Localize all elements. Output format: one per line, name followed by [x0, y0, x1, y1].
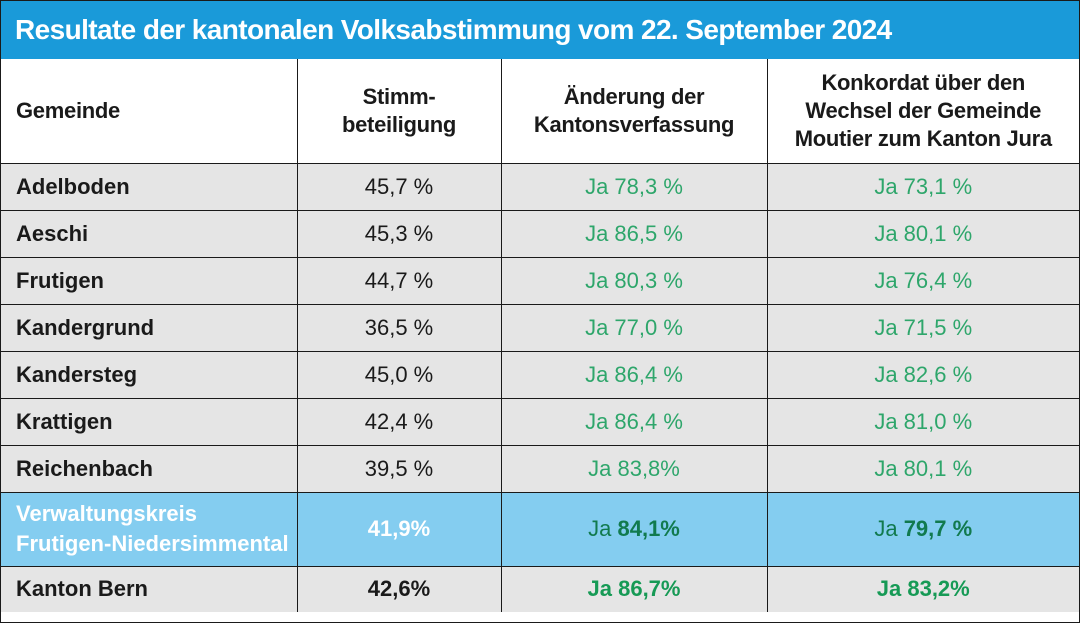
results-table: Gemeinde Stimm- beteiligung Änderung der…: [1, 59, 1079, 612]
header-proposal1-line: Änderung der: [563, 83, 705, 109]
table-row: Adelboden 45,7 % Ja 78,3 % Ja 73,1 %: [1, 163, 1079, 211]
gemeinde-cell: Frutigen: [1, 257, 298, 305]
header-proposal1-line: Kantonsverfassung: [533, 111, 735, 137]
region-proposal1-value: 84,1%: [617, 516, 680, 541]
table-title: Resultate der kantonalen Volksabstimmung…: [1, 1, 1079, 59]
proposal1-cell: Ja 77,0 %: [501, 304, 768, 352]
gemeinde-cell: Kandersteg: [1, 351, 298, 399]
turnout-cell: 44,7 %: [297, 257, 502, 305]
proposal2-cell: Ja 80,1 %: [767, 445, 1079, 493]
region-row: Verwaltungskreis Frutigen-Niedersimmenta…: [1, 492, 1079, 567]
gemeinde-cell: Kandergrund: [1, 304, 298, 352]
total-name-cell: Kanton Bern: [1, 566, 298, 612]
proposal1-cell: Ja 83,8%: [501, 445, 768, 493]
header-turnout: Stimm- beteiligung: [297, 59, 502, 164]
region-name-cell: Verwaltungskreis Frutigen-Niedersimmenta…: [1, 492, 298, 567]
proposal2-cell: Ja 73,1 %: [767, 163, 1079, 211]
header-proposal2-line: Wechsel der Gemeinde: [805, 97, 1042, 123]
region-turnout-cell: 41,9%: [297, 492, 502, 567]
proposal2-cell: Ja 76,4 %: [767, 257, 1079, 305]
region-proposal2-value: 79,7 %: [903, 516, 973, 541]
region-proposal1-prefix: Ja: [588, 516, 612, 541]
region-proposal2-prefix: Ja: [874, 516, 898, 541]
total-row: Kanton Bern 42,6% Ja 86,7% Ja 83,2%: [1, 566, 1079, 612]
header-turnout-line: beteiligung: [341, 111, 457, 137]
region-name-line: Frutigen-Niedersimmental: [16, 531, 289, 556]
turnout-cell: 45,0 %: [297, 351, 502, 399]
proposal2-cell: Ja 71,5 %: [767, 304, 1079, 352]
proposal2-cell: Ja 80,1 %: [767, 210, 1079, 258]
table-row: Aeschi 45,3 % Ja 86,5 % Ja 80,1 %: [1, 210, 1079, 258]
total-proposal2-cell: Ja 83,2%: [876, 576, 970, 602]
gemeinde-cell: Aeschi: [1, 210, 298, 258]
total-proposal1-cell: Ja 86,7%: [501, 566, 768, 612]
header-proposal1: Änderung der Kantonsverfassung: [501, 59, 768, 164]
proposal2-cell: Ja 81,0 %: [767, 398, 1079, 446]
region-proposal1-cell: Ja 84,1%: [501, 492, 768, 567]
table-row: Frutigen 44,7 % Ja 80,3 % Ja 76,4 %: [1, 257, 1079, 305]
proposal1-cell: Ja 86,4 %: [501, 398, 768, 446]
turnout-cell: 39,5 %: [297, 445, 502, 493]
turnout-cell: 45,3 %: [297, 210, 502, 258]
table-row: Kandersteg 45,0 % Ja 86,4 % Ja 82,6 %: [1, 351, 1079, 399]
proposal2-cell: Ja 82,6 %: [767, 351, 1079, 399]
proposal1-cell: Ja 78,3 %: [501, 163, 768, 211]
header-proposal2-line: Konkordat über den: [821, 69, 1026, 95]
gemeinde-cell: Krattigen: [1, 398, 298, 446]
table-row: Kandergrund 36,5 % Ja 77,0 % Ja 71,5 %: [1, 304, 1079, 352]
header-row: Gemeinde Stimm- beteiligung Änderung der…: [1, 59, 1079, 164]
turnout-cell: 45,7 %: [297, 163, 502, 211]
turnout-cell: 42,4 %: [297, 398, 502, 446]
region-proposal2-cell: Ja 79,7 %: [767, 492, 1079, 567]
turnout-cell: 36,5 %: [297, 304, 502, 352]
header-proposal2-line: Moutier zum Kanton Jura: [794, 125, 1052, 151]
proposal1-cell: Ja 80,3 %: [501, 257, 768, 305]
proposal1-cell: Ja 86,5 %: [501, 210, 768, 258]
header-turnout-line: Stimm-: [362, 83, 436, 109]
gemeinde-cell: Reichenbach: [1, 445, 298, 493]
total-turnout-cell: 42,6%: [297, 566, 502, 612]
table-row: Reichenbach 39,5 % Ja 83,8% Ja 80,1 %: [1, 445, 1079, 493]
gemeinde-cell: Adelboden: [1, 163, 298, 211]
table-row: Krattigen 42,4 % Ja 86,4 % Ja 81,0 %: [1, 398, 1079, 446]
header-gemeinde: Gemeinde: [1, 59, 298, 164]
header-proposal2: Konkordat über den Wechsel der Gemeinde …: [767, 59, 1079, 164]
region-name-line: Verwaltungskreis: [16, 501, 197, 526]
proposal1-cell: Ja 86,4 %: [501, 351, 768, 399]
